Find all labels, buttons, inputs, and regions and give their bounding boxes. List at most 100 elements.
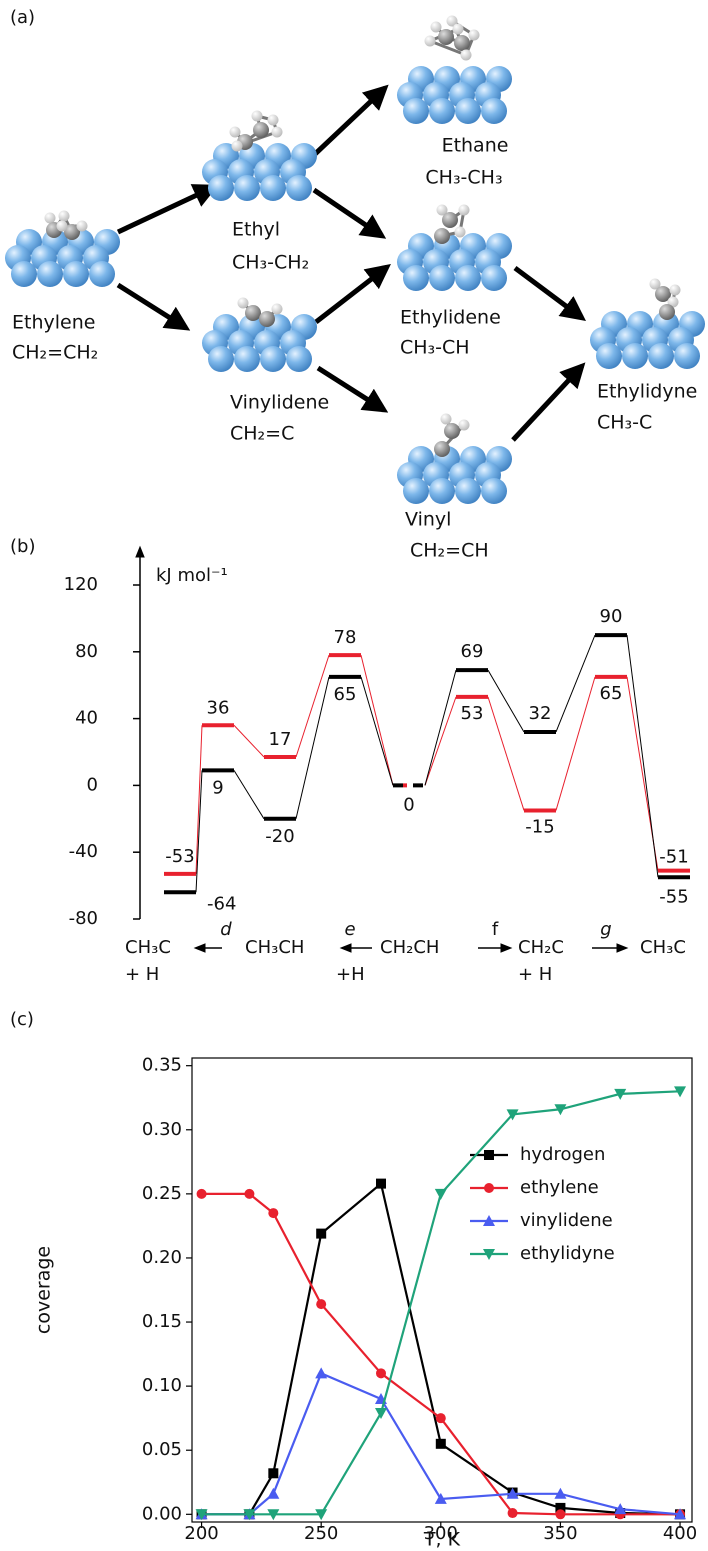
carbon-atom <box>434 228 450 244</box>
series: hydrogen <box>196 1144 686 1520</box>
value-label: -51 <box>659 847 688 868</box>
y-axis-label: coverage <box>33 1246 55 1334</box>
species-formula: CH₃-CH <box>400 337 470 359</box>
hydrogen-atom <box>271 303 283 315</box>
connector <box>424 670 457 786</box>
marker <box>195 1509 208 1521</box>
carbon-atom <box>655 286 671 302</box>
marker <box>435 1413 446 1424</box>
panel-label: (a) <box>10 7 35 28</box>
carbon-atom <box>259 311 275 327</box>
surface-atom <box>286 346 312 372</box>
y-tick-label: 0.15 <box>142 1311 182 1332</box>
scheme-species: CH₃C <box>125 937 171 958</box>
series-line <box>201 1192 681 1516</box>
species-name: Ethylidyne <box>597 381 697 403</box>
hydrogen-atom <box>440 413 452 425</box>
connector <box>487 669 525 733</box>
value-label: 0 <box>403 794 414 815</box>
marker <box>196 1188 207 1199</box>
hydrogen-atom <box>267 114 279 126</box>
connector <box>487 696 525 811</box>
surface-atom <box>208 346 234 372</box>
surface-atom <box>674 343 700 369</box>
hydrogen-atom <box>430 21 442 33</box>
scheme-addition: + H <box>125 964 159 985</box>
species <box>202 110 317 201</box>
species-name: Ethane <box>442 135 509 157</box>
carbon-atom <box>245 305 261 321</box>
species <box>397 413 512 504</box>
y-tick-label: 0.20 <box>142 1247 182 1268</box>
legend-label: ethylidyne <box>520 1243 615 1264</box>
value-label: 36 <box>207 697 230 718</box>
arrow <box>316 365 389 413</box>
hydrogen-atom <box>231 140 243 152</box>
marker <box>315 1367 328 1379</box>
carbon-atom <box>454 35 470 51</box>
marker <box>434 1492 447 1504</box>
surface-atom <box>63 261 89 287</box>
surface-atom <box>403 98 429 124</box>
marker <box>375 1178 386 1189</box>
hydrogen-atom <box>58 210 70 222</box>
y-tick-label: 40 <box>75 708 98 729</box>
species-name: Ethylidene <box>400 307 501 329</box>
surface-atom <box>89 261 115 287</box>
scheme-step: f <box>492 919 499 940</box>
scheme-step: g <box>600 919 611 940</box>
value-label: 53 <box>461 703 484 724</box>
species <box>397 15 512 124</box>
carbon-atom <box>442 212 458 228</box>
surface-atom <box>455 98 481 124</box>
surface-atom <box>234 175 260 201</box>
arrow <box>513 265 587 321</box>
y-tick-label: 0.35 <box>142 1055 182 1076</box>
surface-atom <box>429 265 455 291</box>
carbon-atom <box>438 29 454 45</box>
hydrogen-atom <box>436 204 448 216</box>
hydrogen-atom <box>452 23 464 35</box>
species-name: Vinylidene <box>230 392 329 414</box>
connector <box>233 724 265 758</box>
species <box>202 297 317 372</box>
series-line <box>201 1181 681 1516</box>
hydrogen-atom <box>669 284 681 296</box>
marker <box>507 1508 518 1519</box>
hydrogen-atom <box>424 35 436 47</box>
species-formula: CH₂=C <box>230 423 294 445</box>
value-label: 65 <box>600 683 623 704</box>
marker <box>554 1104 567 1116</box>
hydrogen-atom <box>237 297 249 309</box>
value-label: -20 <box>265 826 294 847</box>
hydrogen-atom <box>251 110 263 122</box>
y-tick-label: 0 <box>87 774 98 795</box>
carbon-atom <box>434 441 450 457</box>
species-formula: CH₂=CH <box>410 540 489 562</box>
marker <box>244 1188 255 1199</box>
hydrogen-atom <box>446 15 458 27</box>
species-formula: CH₃-C <box>597 412 652 434</box>
marker <box>267 1509 280 1521</box>
surface-atom <box>455 265 481 291</box>
hydrogen-atom <box>229 126 241 138</box>
species <box>5 210 120 287</box>
energy-series: -53 36 17 78 53 -15 65 -51 <box>164 627 690 876</box>
y-tick-label: -40 <box>69 841 98 862</box>
scheme-species: CH₃CH <box>245 937 304 958</box>
arrow <box>312 84 389 157</box>
carbon-atom <box>444 423 460 439</box>
series: ethylidyne <box>195 1086 687 1521</box>
y-tick-label: 80 <box>75 641 98 662</box>
value-label: 9 <box>212 777 223 798</box>
x-tick-label: 400 <box>663 1523 697 1544</box>
carbon-atom <box>659 304 675 320</box>
value-label: -55 <box>659 886 688 907</box>
x-tick-label: 300 <box>424 1523 458 1544</box>
species-name: Ethylene <box>12 312 95 334</box>
value-label: 69 <box>461 641 484 662</box>
scheme-addition: +H <box>336 964 365 985</box>
value-label: 17 <box>269 729 292 750</box>
species-name: Vinyl <box>405 509 451 531</box>
